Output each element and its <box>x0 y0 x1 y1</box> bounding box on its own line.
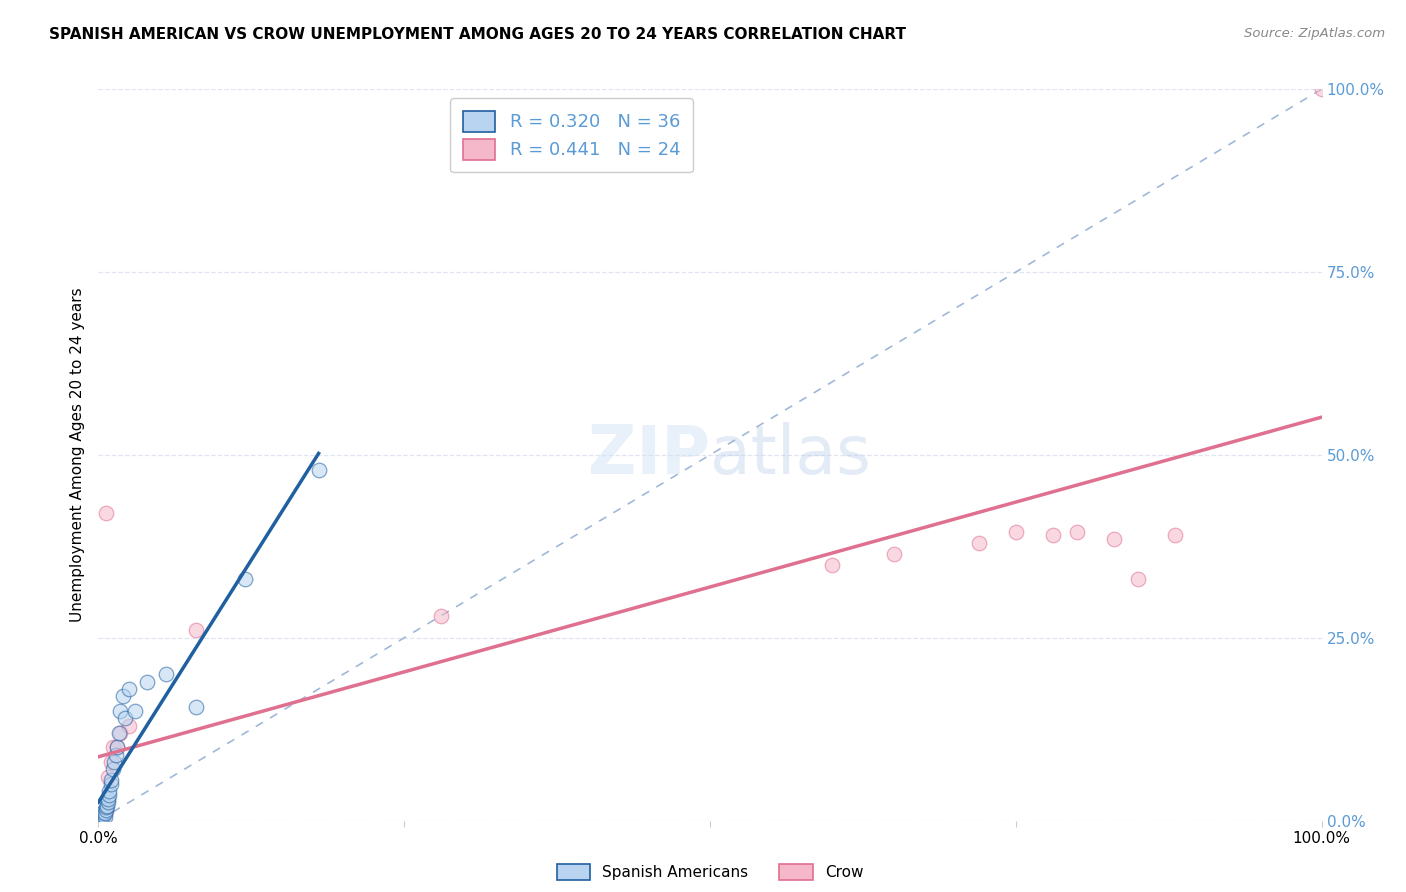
Point <box>1102 532 1125 546</box>
Point <box>100 777 122 791</box>
Point <box>105 740 128 755</box>
Point <box>97 796 120 810</box>
Point <box>430 608 453 623</box>
Point <box>821 558 844 572</box>
Point <box>1128 572 1150 586</box>
Point <box>155 667 177 681</box>
Text: SPANISH AMERICAN VS CROW UNEMPLOYMENT AMONG AGES 20 TO 24 YEARS CORRELATION CHAR: SPANISH AMERICAN VS CROW UNEMPLOYMENT AM… <box>49 27 907 42</box>
Point <box>1310 82 1333 96</box>
Point <box>110 704 132 718</box>
Point <box>100 755 122 769</box>
Point <box>90 814 112 828</box>
Point <box>90 814 112 828</box>
Point <box>186 624 208 638</box>
Legend: Spanish Americans, Crow: Spanish Americans, Crow <box>551 858 869 886</box>
Point <box>1164 528 1187 542</box>
Point <box>124 704 146 718</box>
Point <box>93 806 115 821</box>
Point <box>96 799 118 814</box>
Point <box>1004 524 1026 539</box>
Point <box>91 806 114 821</box>
Point <box>118 681 141 696</box>
Point <box>101 763 124 777</box>
Point <box>91 812 114 826</box>
Point <box>94 803 117 817</box>
Y-axis label: Unemployment Among Ages 20 to 24 years: Unemployment Among Ages 20 to 24 years <box>70 287 86 623</box>
Point <box>91 810 114 824</box>
Point <box>91 805 114 819</box>
Point <box>91 810 114 824</box>
Point <box>93 806 115 821</box>
Point <box>94 800 117 814</box>
Point <box>1042 528 1064 542</box>
Point <box>90 813 112 827</box>
Point <box>104 747 127 762</box>
Point <box>308 462 330 476</box>
Point <box>94 507 117 521</box>
Point <box>118 718 141 732</box>
Point <box>114 711 136 725</box>
Point <box>186 700 208 714</box>
Point <box>91 807 114 822</box>
Point <box>883 547 905 561</box>
Point <box>94 803 117 817</box>
Point <box>103 755 125 769</box>
Text: atlas: atlas <box>710 422 870 488</box>
Point <box>91 809 114 823</box>
Point <box>105 740 128 755</box>
Point <box>98 784 121 798</box>
Point <box>100 773 122 788</box>
Point <box>98 788 121 802</box>
Point <box>108 726 131 740</box>
Point <box>233 572 256 586</box>
Point <box>90 814 112 828</box>
Point <box>136 674 159 689</box>
Point <box>101 740 124 755</box>
Point <box>110 726 132 740</box>
Text: Source: ZipAtlas.com: Source: ZipAtlas.com <box>1244 27 1385 40</box>
Point <box>91 810 114 824</box>
Text: ZIP: ZIP <box>588 422 710 488</box>
Point <box>97 791 120 805</box>
Point <box>91 812 114 826</box>
Point <box>967 535 990 549</box>
Point <box>1066 524 1088 539</box>
Point <box>97 770 120 784</box>
Point <box>93 810 115 824</box>
Point <box>111 690 134 704</box>
